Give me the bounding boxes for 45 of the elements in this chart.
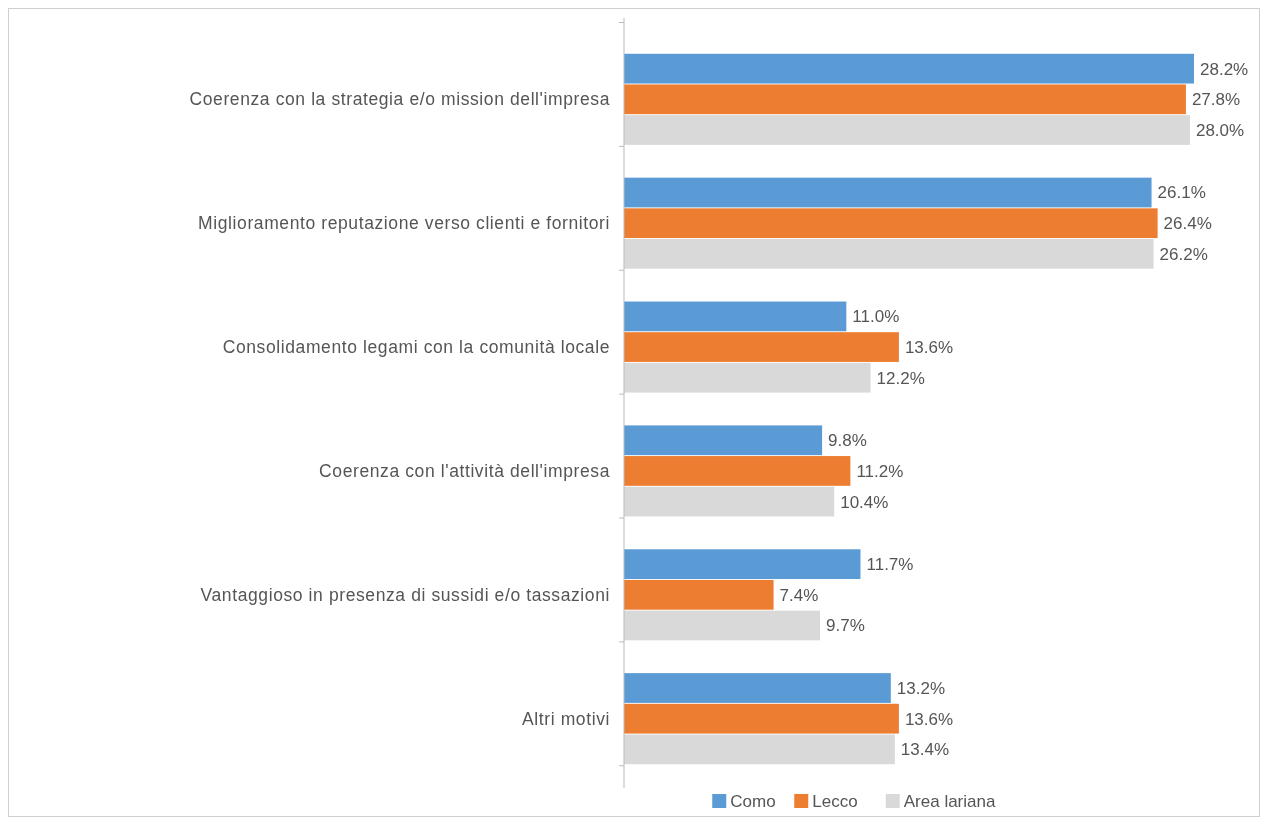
bar: [624, 734, 895, 765]
data-label: 10.4%: [840, 492, 889, 512]
bar: [624, 486, 835, 517]
legend-label: Area lariana: [903, 791, 996, 811]
bar: [624, 115, 1190, 145]
bar: [624, 177, 1152, 208]
bar: [624, 425, 823, 456]
y-tick-label: Vantaggioso in presenza di sussidi e/o tassazioni: [200, 584, 610, 605]
bar: [624, 84, 1186, 115]
bar: [624, 301, 847, 332]
y-tick-label: Coerenza con la strategia e/o mission dell'impresa: [189, 89, 610, 110]
bar: [624, 332, 899, 362]
data-label: 7.4%: [779, 585, 819, 605]
data-label: 13.2%: [896, 678, 946, 698]
bar: [624, 362, 871, 393]
bar: [624, 610, 821, 641]
bar: [624, 53, 1194, 84]
legend-label: Como: [730, 791, 776, 811]
data-label: 13.4%: [900, 740, 950, 760]
data-label: 9.7%: [826, 616, 865, 636]
data-label: 11.7%: [866, 555, 914, 575]
data-label: 11.0%: [852, 307, 900, 327]
bar: [624, 549, 861, 580]
data-label: 9.8%: [828, 431, 867, 451]
bar: [624, 579, 774, 610]
data-label: 12.2%: [876, 368, 925, 388]
y-tick-label: Altri motivi: [522, 708, 610, 729]
data-label: 11.2%: [856, 461, 904, 481]
bar: [624, 703, 899, 734]
y-tick-label: Consolidamento legami con la comunità locale: [222, 337, 610, 358]
data-label: 26.4%: [1163, 214, 1212, 234]
data-label: 13.6%: [904, 338, 954, 358]
data-label: 13.6%: [904, 709, 954, 729]
data-label: 28.2%: [1200, 59, 1249, 79]
bar: [624, 456, 851, 486]
data-label: 26.2%: [1159, 244, 1208, 264]
y-tick-label: Miglioramento reputazione verso clienti e fornitori: [198, 213, 610, 234]
data-label: 27.8%: [1191, 90, 1241, 110]
data-label: 28.0%: [1195, 120, 1245, 140]
y-tick-label: Coerenza con l'attività dell'impresa: [319, 461, 610, 482]
legend-label: Lecco: [812, 791, 858, 811]
bar: [624, 238, 1154, 269]
bar: [624, 673, 891, 703]
data-label: 26.1%: [1157, 183, 1206, 203]
bar: [624, 208, 1158, 239]
